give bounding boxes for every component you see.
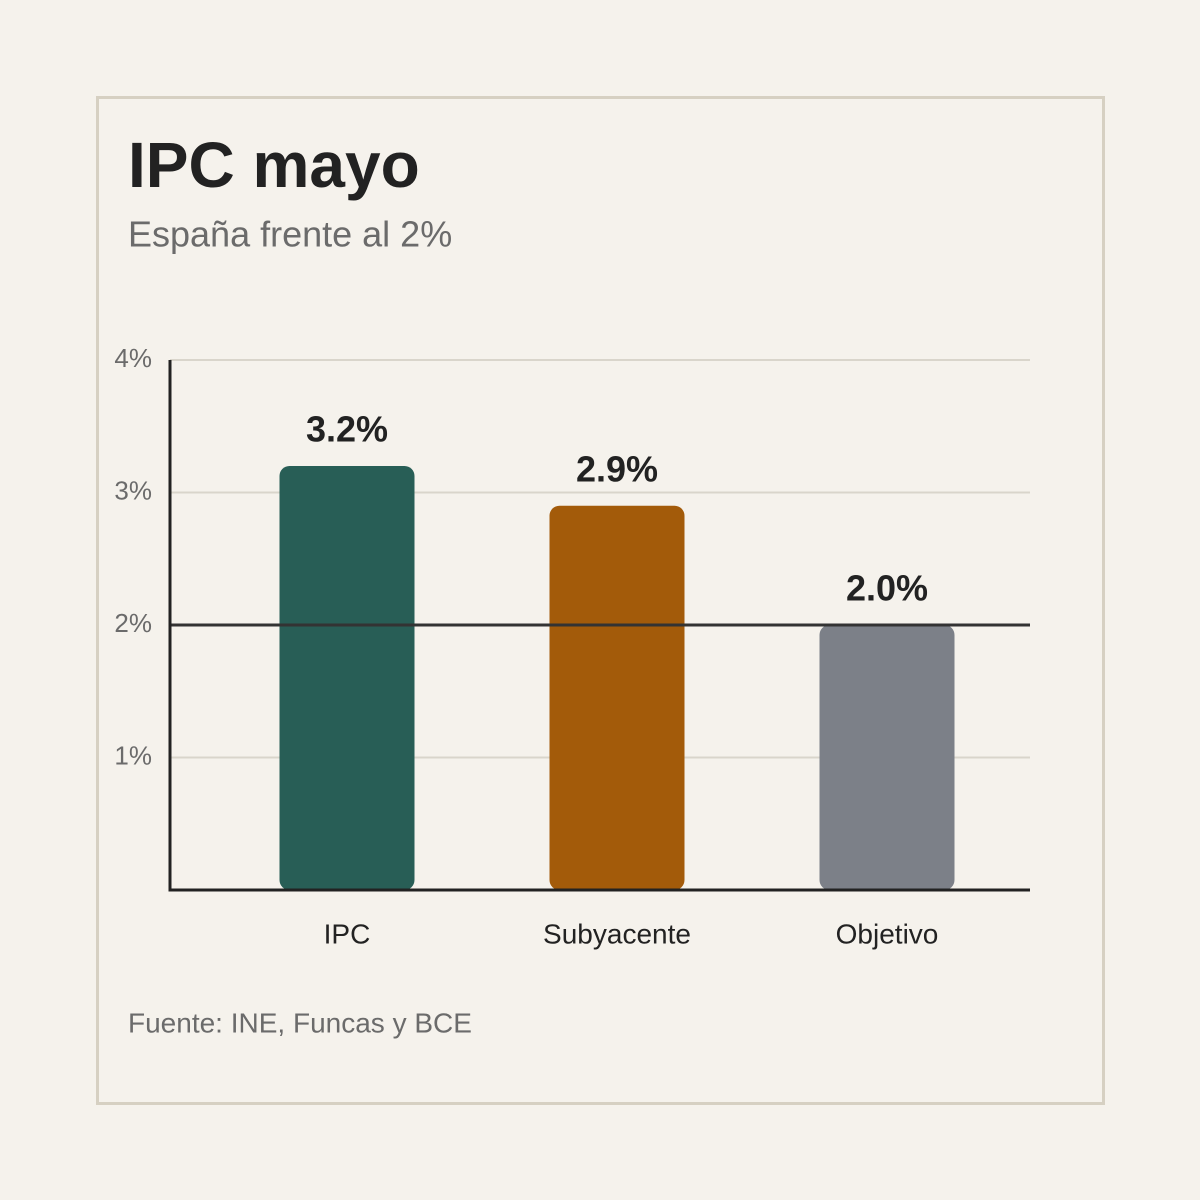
- bar: [819, 625, 955, 890]
- y-tick-label: 1%: [114, 740, 152, 770]
- value-label: 3.2%: [306, 409, 388, 450]
- source: Fuente: INE, Funcas y BCE: [128, 1007, 472, 1038]
- chart-title: IPC mayo: [128, 129, 420, 201]
- x-tick-label: Subyacente: [543, 918, 691, 949]
- chart-subtitle: España frente al 2%: [128, 214, 452, 255]
- y-tick-label: 4%: [114, 343, 152, 373]
- bar: [549, 505, 685, 890]
- x-tick-label: IPC: [324, 918, 371, 949]
- bar: [279, 466, 415, 890]
- value-label: 2.0%: [846, 568, 928, 609]
- y-tick-label: 3%: [114, 475, 152, 505]
- y-tick-label: 2%: [114, 608, 152, 638]
- x-tick-label: Objetivo: [836, 918, 939, 949]
- value-label: 2.9%: [576, 448, 658, 489]
